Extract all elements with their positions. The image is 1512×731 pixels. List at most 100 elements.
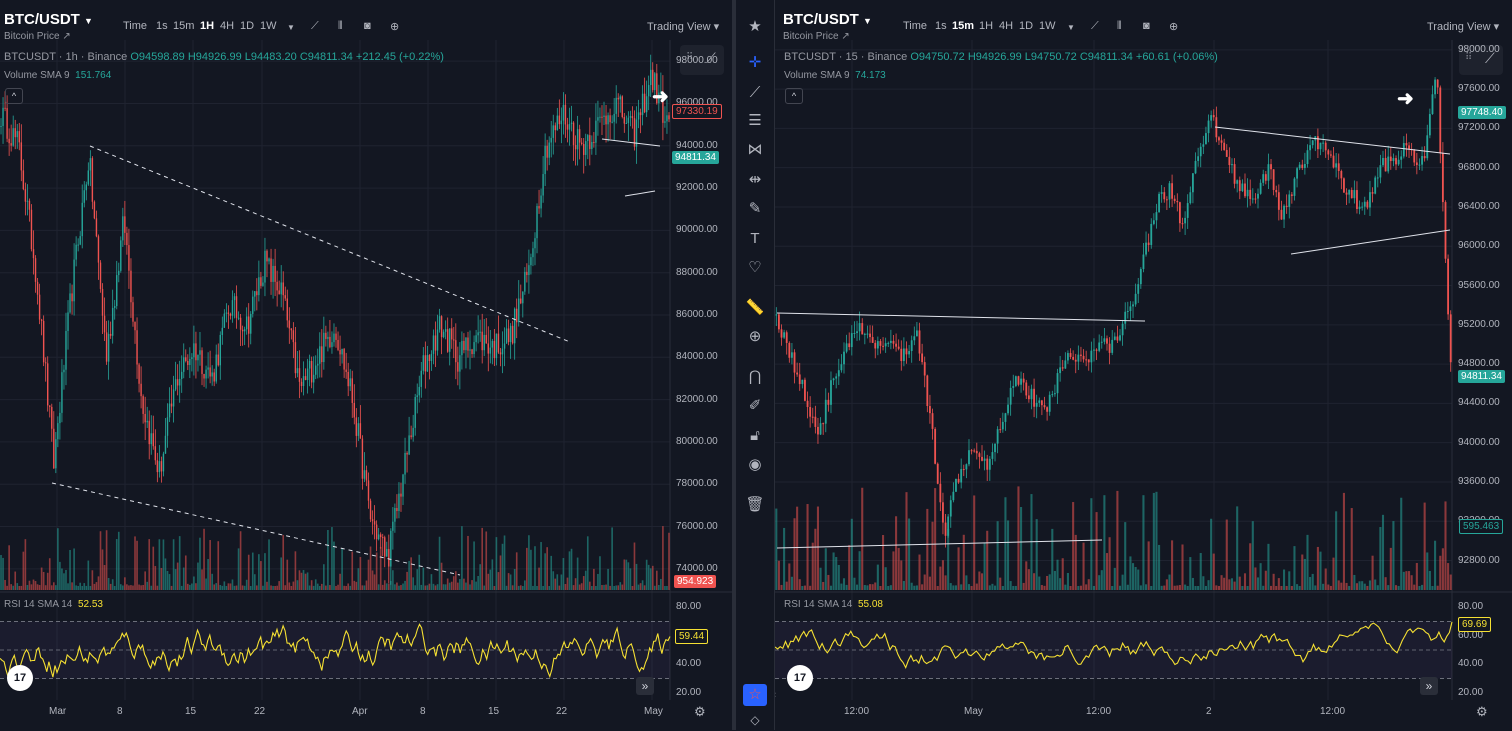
crosshair-icon[interactable]: ✛ — [748, 54, 762, 71]
line-tool-icon[interactable]: ⟋ — [706, 50, 716, 66]
gear-icon[interactable]: ⚙ — [694, 704, 706, 719]
right-chart-canvas[interactable] — [775, 0, 1512, 730]
trading-view-menu[interactable]: Trading View ▾ — [647, 21, 720, 33]
indicator-icon[interactable]: ⟋ — [1091, 20, 1099, 32]
candle-body — [264, 250, 266, 283]
dots-icon[interactable]: ⠿ — [686, 52, 694, 63]
candle-body — [189, 358, 191, 366]
volume-bar — [1269, 585, 1273, 590]
camera-icon[interactable]: ◙ — [1143, 20, 1150, 32]
tf-1s[interactable]: 1s — [935, 20, 947, 32]
lock-icon[interactable]: 🔓︎ — [750, 427, 760, 444]
dots-icon[interactable]: ⠿ — [1465, 52, 1473, 63]
time-tick-label: 22 — [556, 706, 568, 717]
tf-1w[interactable]: 1W — [1039, 20, 1056, 32]
star-icon[interactable]: ☆ — [743, 684, 767, 706]
ruler-icon[interactable]: 📏 — [745, 299, 765, 316]
tf-4h[interactable]: 4H — [999, 20, 1014, 32]
tf-4h[interactable]: 4H — [220, 20, 235, 32]
candle-body — [231, 300, 234, 316]
tradingview-logo-icon[interactable]: 17 — [787, 665, 813, 691]
tf-1s[interactable]: 1s — [156, 20, 168, 32]
chevron-down-icon[interactable]: ▼ — [1067, 23, 1075, 32]
line-tool-icon[interactable]: ⟋ — [1485, 50, 1495, 66]
tf-time[interactable]: Time — [903, 20, 928, 32]
tf-15m[interactable]: 15m — [952, 20, 975, 32]
collapse-button[interactable]: ^ — [785, 88, 803, 104]
pencil-lock-icon[interactable]: ✐ — [748, 397, 762, 414]
volume-bar — [398, 585, 400, 590]
gear-icon[interactable]: ⚙ — [1476, 704, 1488, 719]
add-icon[interactable]: ⊕ — [390, 21, 400, 33]
drawing-toggle-button[interactable] — [680, 45, 724, 75]
volume-bar — [493, 585, 496, 590]
measure-lines-icon[interactable]: ⇹ — [748, 171, 762, 188]
add-icon[interactable]: ⊕ — [1169, 21, 1179, 33]
eye-icon[interactable]: ◉ — [748, 456, 762, 473]
symbol-text[interactable]: BTC/USDT — [783, 11, 859, 28]
candle-body — [304, 376, 307, 380]
collapse-button[interactable]: ^ — [5, 88, 23, 104]
volume-bar — [1371, 555, 1374, 590]
candle-body — [170, 403, 173, 407]
chevron-down-icon[interactable]: ▼ — [287, 23, 295, 32]
tf-1w[interactable]: 1W — [260, 20, 277, 32]
volume-bar — [858, 551, 861, 590]
trading-view-menu[interactable]: Trading View ▾ — [1427, 21, 1500, 33]
left-chart-canvas[interactable] — [0, 0, 732, 730]
tf-1d[interactable]: 1D — [1019, 20, 1034, 32]
volume-bar — [822, 581, 825, 590]
rsi-tick-label: 80.00 — [676, 601, 702, 613]
price-tick-label: 88000.00 — [676, 266, 718, 278]
volume-bar — [1288, 571, 1291, 590]
pattern-icon[interactable]: ⋈ — [747, 141, 763, 158]
chevron-down-icon[interactable]: ▼ — [863, 16, 872, 26]
drawing-toggle-button[interactable] — [1459, 45, 1503, 75]
pane-divider[interactable] — [732, 0, 735, 730]
candle-body — [1210, 115, 1213, 121]
candles-icon[interactable]: ⫴ — [1117, 20, 1122, 32]
symbol-title[interactable]: BTC/USDT ▼ — [4, 11, 93, 28]
tf-1h[interactable]: 1H — [200, 20, 215, 32]
scroll-right-button[interactable]: » — [636, 677, 654, 695]
candles-icon[interactable]: ⫴ — [338, 20, 343, 32]
candle-body — [1160, 192, 1163, 194]
candle-body — [1158, 193, 1160, 213]
tradingview-logo-icon[interactable]: 17 — [7, 665, 33, 691]
left-chart-pane[interactable]: BTC/USDT ▼ Bitcoin Price ↗ Time 1s 15m 1… — [0, 0, 732, 730]
candle-body — [1374, 177, 1377, 194]
heart-icon[interactable]: ♡ — [748, 259, 762, 276]
zoom-icon[interactable]: ⊕ — [748, 328, 762, 345]
indicator-icon[interactable]: ⟋ — [311, 20, 319, 32]
symbol-subtitle[interactable]: Bitcoin Price ↗ — [4, 31, 71, 42]
trend-line-icon[interactable]: ⟋ — [749, 84, 761, 101]
favorites-icon[interactable]: ★ — [748, 18, 762, 35]
symbol-subtitle[interactable]: Bitcoin Price ↗ — [783, 31, 850, 42]
candle-body — [578, 129, 581, 143]
fib-icon[interactable]: ☰ — [748, 112, 762, 129]
volume-bar — [46, 572, 49, 590]
candle-body — [513, 308, 516, 344]
chevron-left-icon[interactable]: ‹ — [775, 689, 776, 699]
magnet-icon[interactable]: ⋂ — [748, 368, 762, 385]
tf-1h[interactable]: 1H — [979, 20, 994, 32]
scroll-right-button[interactable]: » — [1420, 677, 1438, 695]
tf-15m[interactable]: 15m — [173, 20, 195, 32]
volume-bar — [910, 582, 913, 590]
brush-icon[interactable]: ✎ — [748, 200, 762, 217]
symbol-title[interactable]: BTC/USDT ▼ — [783, 11, 872, 28]
trash-icon[interactable]: 🗑︎ — [745, 496, 765, 513]
symbol-text[interactable]: BTC/USDT — [4, 11, 80, 28]
candle-body — [205, 369, 207, 379]
candle-body — [554, 125, 556, 131]
layers-icon[interactable]: ◇ — [750, 713, 760, 727]
tf-1d[interactable]: 1D — [240, 20, 255, 32]
camera-icon[interactable]: ◙ — [364, 20, 371, 32]
right-chart-pane[interactable]: BTC/USDT ▼ Bitcoin Price ↗ Time 1s 15m 1… — [775, 0, 1512, 730]
candle-body — [819, 423, 822, 435]
tf-time[interactable]: Time — [123, 20, 148, 32]
text-icon[interactable]: T — [750, 230, 760, 247]
chevron-down-icon[interactable]: ▼ — [84, 16, 93, 26]
candle-body — [446, 329, 449, 352]
candle-body — [1040, 400, 1043, 406]
